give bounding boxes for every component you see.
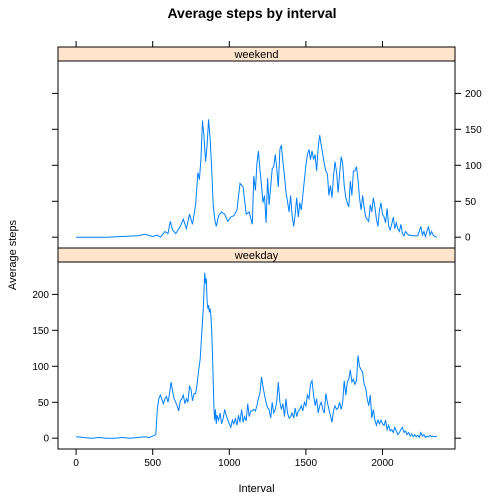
y-tick-label-weekday: 50 <box>38 398 50 409</box>
y-tick-label-weekend: 0 <box>465 233 471 244</box>
axis-ticks: 0 500 1000 1500 2000 0 0 50 50 100 100 150 150 200 200 <box>32 41 482 469</box>
y-tick-label-weekday: 0 <box>43 434 49 445</box>
x-tick-label: 500 <box>144 458 161 469</box>
y-tick-label-weekend: 50 <box>465 197 477 208</box>
panel-weekday: weekday <box>57 247 456 450</box>
strip-label-weekday: weekday <box>234 250 279 262</box>
strip-label-weekend: weekend <box>233 49 278 61</box>
panel-frame-weekday <box>57 261 456 450</box>
y-tick-label-weekday: 150 <box>32 326 49 337</box>
x-tick-label: 0 <box>73 458 79 469</box>
x-axis-label: Interval <box>238 483 274 495</box>
x-tick-label: 1500 <box>295 458 318 469</box>
y-tick-label-weekend: 150 <box>465 125 482 136</box>
series-line-weekday <box>76 272 438 439</box>
series-line-weekend <box>76 119 438 239</box>
y-tick-label-weekend: 200 <box>465 89 482 100</box>
x-tick-label: 2000 <box>371 458 394 469</box>
y-axis-label: Average steps <box>7 219 19 290</box>
x-tick-label: 1000 <box>218 458 241 469</box>
y-tick-label-weekend: 100 <box>465 161 482 172</box>
panel-frame-weekend <box>57 60 456 249</box>
y-tick-label-weekday: 100 <box>32 362 49 373</box>
panel-weekend: weekend <box>57 46 456 249</box>
y-tick-label-weekday: 200 <box>32 290 49 301</box>
chart-title: Average steps by interval <box>167 5 336 21</box>
